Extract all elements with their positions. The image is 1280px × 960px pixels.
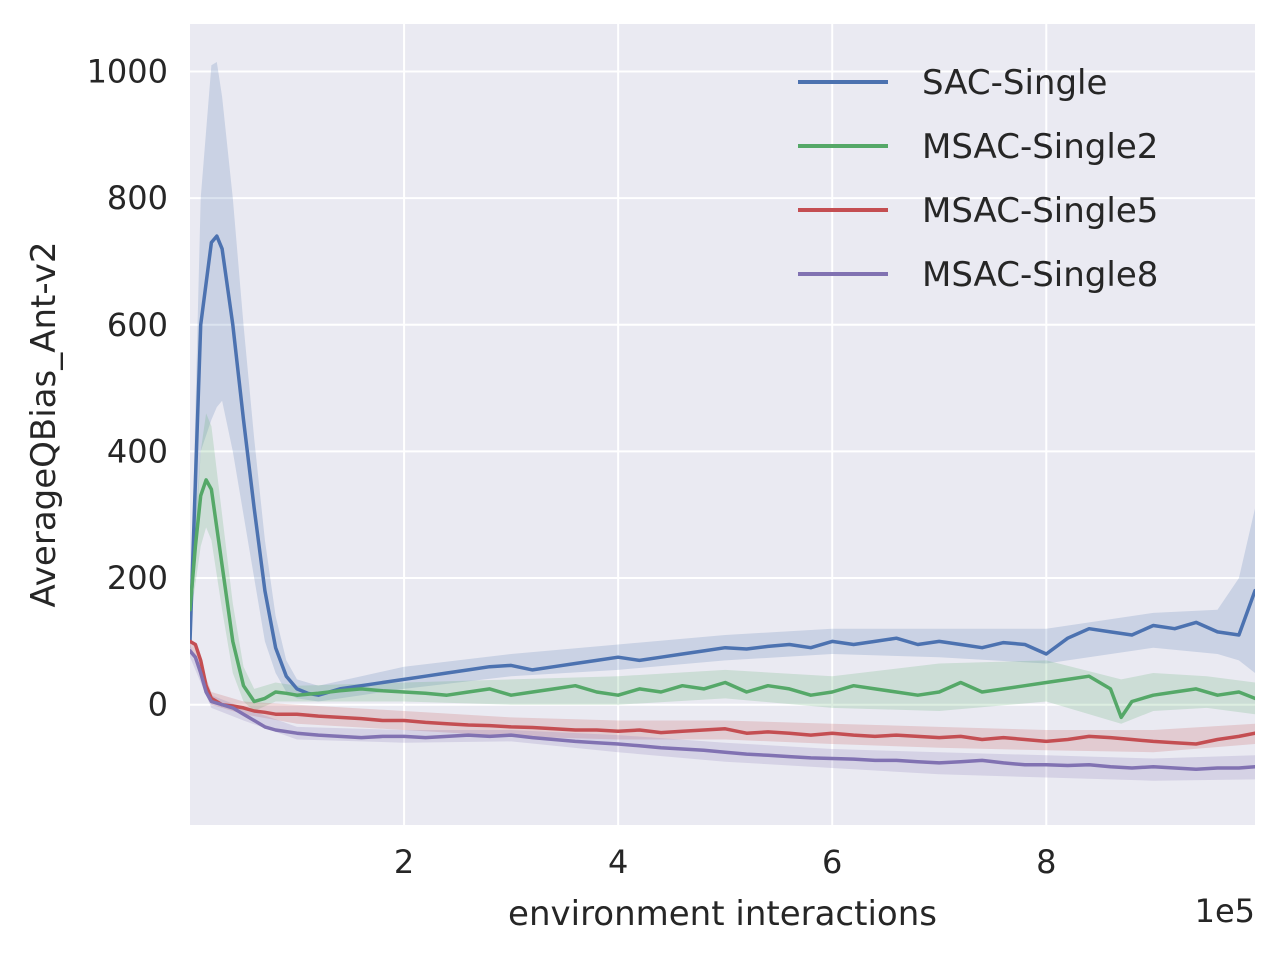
x-tick-label: 4 [608, 843, 628, 881]
y-tick-label: 600 [107, 306, 168, 344]
plot-background [190, 24, 1255, 825]
legend-label: MSAC-Single5 [922, 191, 1158, 231]
series-line-msac-single2 [190, 478, 1255, 720]
series-lines [190, 234, 1255, 772]
x-axis-label: environment interactions [508, 894, 937, 934]
y-tick-label: 0 [148, 686, 168, 724]
series-line-msac-single5 [190, 639, 1255, 746]
grid-lines [190, 24, 1255, 825]
y-tick-label: 800 [107, 179, 168, 217]
y-tick-label: 1000 [87, 52, 168, 90]
series-line-sac-single [190, 234, 1255, 697]
y-tick-label: 400 [107, 432, 168, 470]
legend: SAC-Single MSAC-Single2 MSAC-Single5 MSAC-S… [798, 63, 1158, 295]
confidence-band-msac-single2 [190, 413, 1255, 724]
legend-label: MSAC-Single8 [922, 255, 1158, 295]
tick-labels: 2 4 6 8 0 200 400 600 800 1000 [87, 52, 1057, 881]
confidence-band-sac-single [190, 62, 1255, 702]
x-tick-label: 8 [1036, 843, 1056, 881]
legend-label: MSAC-Single2 [922, 127, 1158, 167]
y-axis-label: AverageQBias_Ant-v2 [24, 242, 64, 608]
x-scale-multiplier: 1e5 [1195, 892, 1255, 930]
legend-label: SAC-Single [922, 63, 1107, 103]
series-line-msac-single8 [190, 649, 1255, 772]
y-tick-label: 200 [107, 559, 168, 597]
x-tick-label: 6 [822, 843, 842, 881]
x-tick-label: 2 [394, 843, 414, 881]
